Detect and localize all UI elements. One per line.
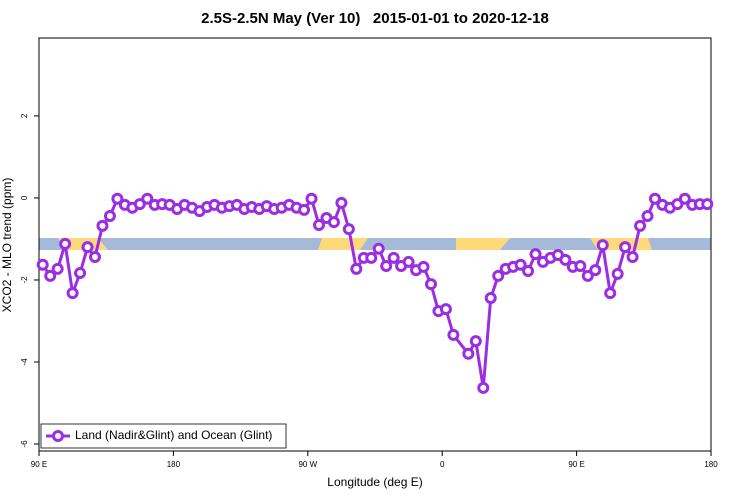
point	[626, 251, 639, 264]
y-tick-label: 2	[20, 113, 29, 118]
point	[51, 262, 64, 275]
x-tick-label: 180	[167, 460, 181, 469]
point	[59, 237, 72, 250]
legend-box	[40, 423, 287, 449]
point	[350, 262, 363, 275]
x-tick-label: 180	[704, 460, 718, 469]
y-tick-label: -6	[20, 440, 29, 448]
point	[387, 251, 400, 264]
point	[514, 258, 527, 271]
legend-marker	[52, 430, 64, 442]
x-tick-label: 90 E	[568, 460, 584, 469]
point	[425, 278, 437, 291]
point	[96, 219, 109, 232]
x-tick-label: 0	[440, 460, 445, 469]
land-patch	[318, 238, 368, 250]
point	[484, 292, 497, 305]
ocean-band	[39, 238, 711, 250]
point	[671, 198, 684, 211]
point	[89, 251, 101, 264]
point	[701, 198, 714, 211]
point	[596, 239, 609, 252]
point	[619, 241, 632, 254]
point	[313, 219, 325, 232]
point	[678, 192, 691, 205]
point	[36, 258, 49, 271]
point	[372, 242, 385, 255]
point	[589, 264, 602, 277]
y-axis-label: XCO2 - MLO trend (ppm)	[0, 178, 14, 313]
legend: Land (Nadir&Glint) and Ocean (Glint)	[40, 423, 287, 449]
y-tick-label: -2	[20, 276, 29, 284]
point	[492, 269, 505, 282]
point	[81, 241, 94, 254]
point	[447, 328, 460, 341]
point	[649, 192, 661, 205]
point	[477, 381, 490, 394]
point	[327, 216, 340, 229]
plot-frame	[38, 37, 712, 452]
land-patch	[456, 238, 510, 250]
chart-title: 2.5S-2.5N May (Ver 10) 2015-01-01 to 202…	[201, 10, 549, 27]
point	[380, 260, 393, 273]
point	[298, 203, 311, 216]
point	[581, 269, 594, 282]
point	[305, 192, 318, 205]
x-tick-label: 90 E	[31, 460, 47, 469]
point	[469, 335, 482, 348]
point	[342, 223, 355, 236]
y-tick-label: 0	[20, 195, 29, 200]
point	[559, 253, 572, 266]
point	[103, 209, 116, 222]
point	[574, 260, 587, 273]
point	[44, 269, 57, 282]
x-axis-label: Longitude (deg E)	[327, 475, 422, 489]
point	[74, 267, 87, 280]
point	[141, 192, 154, 205]
x-tick-label: 90 W	[298, 460, 317, 469]
point	[402, 255, 415, 268]
point	[335, 196, 348, 209]
point	[111, 192, 124, 205]
point	[529, 248, 542, 261]
point	[66, 287, 79, 300]
point	[611, 267, 624, 280]
point	[641, 209, 654, 222]
legend-label: Land (Nadir&Glint) and Ocean (Glint)	[75, 428, 272, 442]
point	[604, 287, 617, 300]
y-tick-label: -4	[20, 358, 29, 366]
point	[365, 251, 378, 264]
point	[439, 303, 452, 316]
point	[133, 198, 146, 211]
point	[417, 260, 430, 273]
point	[522, 264, 535, 277]
point	[634, 219, 647, 232]
point	[462, 347, 475, 360]
